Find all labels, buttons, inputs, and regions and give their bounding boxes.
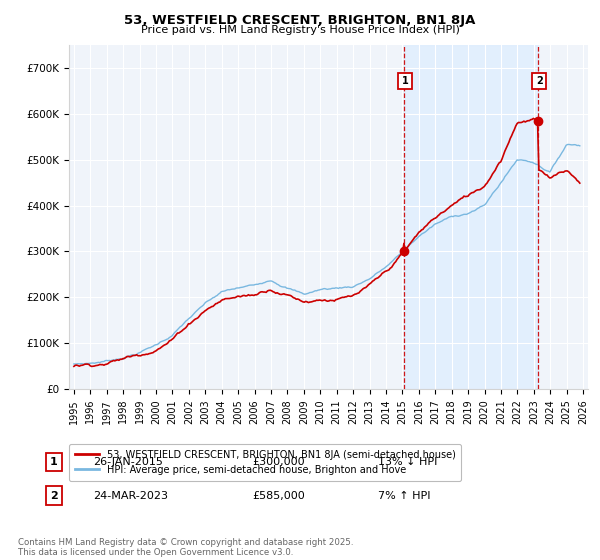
Text: £585,000: £585,000	[252, 491, 305, 501]
Text: Price paid vs. HM Land Registry's House Price Index (HPI): Price paid vs. HM Land Registry's House …	[140, 25, 460, 35]
Text: 24-MAR-2023: 24-MAR-2023	[93, 491, 168, 501]
Text: 7% ↑ HPI: 7% ↑ HPI	[378, 491, 431, 501]
Text: £300,000: £300,000	[252, 457, 305, 467]
Text: 1: 1	[402, 76, 409, 86]
Text: 13% ↓ HPI: 13% ↓ HPI	[378, 457, 437, 467]
Text: 53, WESTFIELD CRESCENT, BRIGHTON, BN1 8JA: 53, WESTFIELD CRESCENT, BRIGHTON, BN1 8J…	[124, 14, 476, 27]
Bar	[404, 45, 538, 389]
Text: 2: 2	[536, 76, 542, 86]
Text: 2: 2	[50, 491, 58, 501]
Legend: 53, WESTFIELD CRESCENT, BRIGHTON, BN1 8JA (semi-detached house), HPI: Average pr: 53, WESTFIELD CRESCENT, BRIGHTON, BN1 8J…	[68, 444, 461, 480]
Text: 1: 1	[50, 457, 58, 467]
Text: Contains HM Land Registry data © Crown copyright and database right 2025.
This d: Contains HM Land Registry data © Crown c…	[18, 538, 353, 557]
Text: 26-JAN-2015: 26-JAN-2015	[93, 457, 163, 467]
